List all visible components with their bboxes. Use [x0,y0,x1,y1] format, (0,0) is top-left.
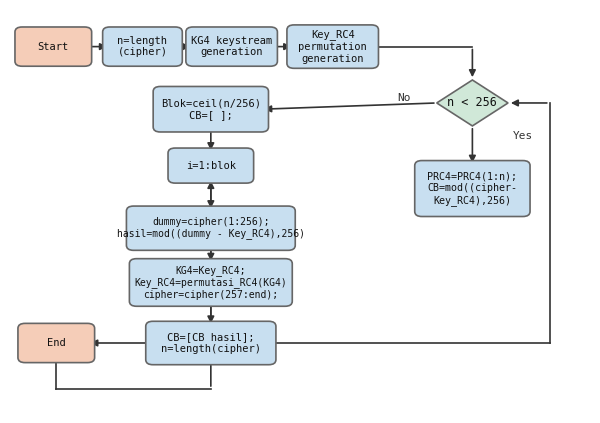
Text: Start: Start [38,41,69,52]
FancyBboxPatch shape [153,86,268,132]
Text: Yes: Yes [513,132,533,141]
Text: n < 256: n < 256 [448,96,497,110]
Text: dummy=cipher(1:256);
hasil=mod((dummy - Key_RC4),256): dummy=cipher(1:256); hasil=mod((dummy - … [117,217,305,239]
Text: No: No [397,93,411,103]
Text: Key_RC4
permutation
generation: Key_RC4 permutation generation [298,30,367,64]
Polygon shape [437,80,508,126]
Text: KG4 keystream
generation: KG4 keystream generation [191,36,272,58]
Text: i=1:blok: i=1:blok [186,161,236,170]
FancyBboxPatch shape [103,27,182,66]
FancyBboxPatch shape [168,148,254,183]
Text: Blok=ceil(n/256)
CB=[ ];: Blok=ceil(n/256) CB=[ ]; [161,99,261,120]
FancyBboxPatch shape [186,27,277,66]
Text: n=length
(cipher): n=length (cipher) [118,36,167,58]
FancyBboxPatch shape [15,27,92,66]
FancyBboxPatch shape [18,323,95,363]
FancyBboxPatch shape [415,161,530,217]
FancyBboxPatch shape [130,259,292,306]
Text: CB=[CB hasil];
n=length(cipher): CB=[CB hasil]; n=length(cipher) [161,332,261,354]
FancyBboxPatch shape [146,321,276,365]
Text: End: End [47,338,65,348]
FancyBboxPatch shape [127,206,295,250]
Text: KG4=Key_RC4;
Key_RC4=permutasi_RC4(KG4)
cipher=cipher(257:end);: KG4=Key_RC4; Key_RC4=permutasi_RC4(KG4) … [134,265,287,300]
FancyBboxPatch shape [287,25,379,69]
Text: PRC4=PRC4(1:n);
CB=mod((cipher-
Key_RC4),256): PRC4=PRC4(1:n); CB=mod((cipher- Key_RC4)… [427,171,517,206]
